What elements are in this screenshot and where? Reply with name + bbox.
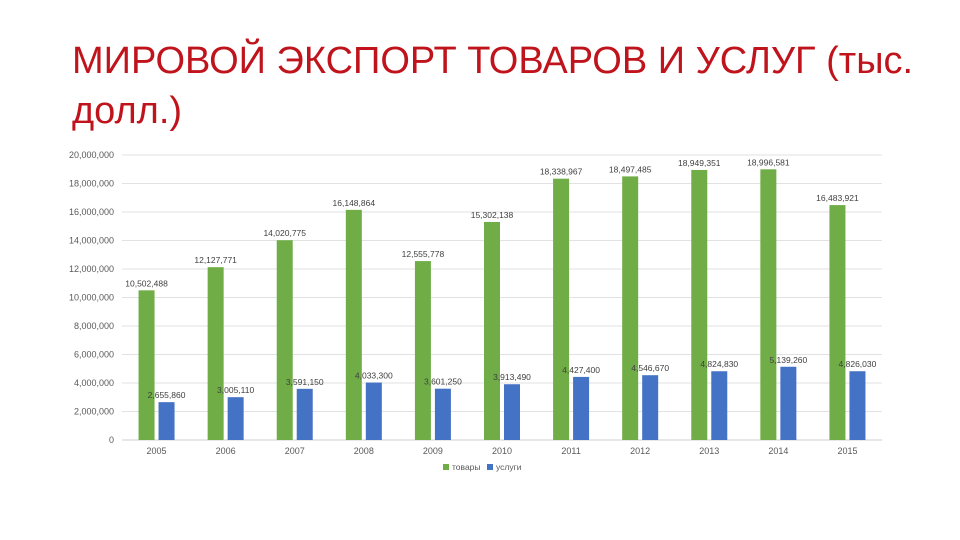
data-label-goods-2014: 18,996,581 (747, 157, 790, 167)
data-label-services-2014: 5,139,260 (769, 355, 807, 365)
bar-services-2005 (158, 402, 175, 440)
y-tick-label: 20,000,000 (69, 150, 114, 160)
bar-goods-2005 (138, 290, 155, 440)
y-tick-label: 10,000,000 (69, 293, 114, 303)
x-tick-label: 2014 (768, 446, 788, 456)
data-label-goods-2013: 18,949,351 (678, 158, 721, 168)
legend-label-services: услуги (496, 462, 522, 472)
x-tick-label: 2006 (216, 446, 236, 456)
bar-services-2012 (642, 375, 659, 440)
data-label-services-2008: 4,033,300 (355, 371, 393, 381)
data-labels: 10,502,488 2,655,860 12,127,771 3,005,110 14… (125, 157, 876, 400)
data-label-services-2005: 2,655,860 (148, 390, 186, 400)
y-tick-label: 6,000,000 (74, 350, 114, 360)
x-axis-tick-labels: 2005 2006 2007 2008 2009 2010 2011 2012 2013 2014… (147, 446, 858, 456)
bar-services-2006 (227, 397, 244, 440)
bar-services-2011 (573, 376, 590, 440)
bar-goods-2008 (345, 209, 362, 440)
bar-goods-2009 (414, 261, 431, 440)
bar-services-2015 (849, 371, 866, 440)
data-label-services-2010: 3,913,490 (493, 372, 531, 382)
bar-goods-2006 (207, 267, 224, 440)
y-tick-label: 12,000,000 (69, 264, 114, 274)
y-tick-label: 8,000,000 (74, 321, 114, 331)
x-tick-label: 2013 (699, 446, 719, 456)
bar-services-2007 (296, 388, 313, 440)
x-tick-label: 2015 (837, 446, 857, 456)
bars (138, 169, 866, 441)
data-label-goods-2007: 14,020,775 (263, 228, 306, 238)
data-label-services-2009: 3,601,250 (424, 377, 462, 387)
legend: товары услуги (443, 462, 522, 472)
y-tick-label: 14,000,000 (69, 236, 114, 246)
y-axis-tick-labels: 0 2,000,000 4,000,000 6,000,000 8,000,000 10,… (69, 150, 114, 445)
data-label-services-2007: 3,591,150 (286, 377, 324, 387)
bar-goods-2007 (276, 240, 293, 440)
data-label-services-2013: 4,824,830 (700, 359, 738, 369)
bar-goods-2015 (829, 205, 846, 440)
data-label-goods-2008: 16,148,864 (333, 198, 376, 208)
x-tick-label: 2007 (285, 446, 305, 456)
data-label-goods-2010: 15,302,138 (471, 210, 514, 220)
data-label-services-2012: 4,546,670 (631, 363, 669, 373)
legend-swatch-goods (443, 464, 449, 470)
data-label-goods-2006: 12,127,771 (194, 255, 237, 265)
x-tick-label: 2009 (423, 446, 443, 456)
bar-services-2013 (711, 371, 728, 440)
legend-label-goods: товары (452, 462, 481, 472)
bar-services-2008 (365, 382, 382, 440)
bar-goods-2012 (622, 176, 639, 441)
bar-goods-2010 (484, 221, 500, 440)
data-label-goods-2015: 16,483,921 (816, 193, 859, 203)
data-label-services-2006: 3,005,110 (217, 385, 254, 395)
y-tick-label: 16,000,000 (69, 207, 114, 217)
y-tick-label: 18,000,000 (69, 179, 114, 189)
legend-swatch-services (487, 464, 493, 470)
x-tick-label: 2012 (630, 446, 650, 456)
x-tick-label: 2008 (354, 446, 374, 456)
bar-goods-2011 (553, 178, 570, 440)
x-tick-label: 2005 (147, 446, 167, 456)
y-tick-label: 2,000,000 (74, 407, 114, 417)
data-label-services-2015: 4,826,030 (839, 359, 877, 369)
bar-services-2009 (434, 388, 451, 440)
data-label-goods-2011: 18,338,967 (540, 167, 583, 177)
y-tick-label: 4,000,000 (74, 378, 114, 388)
slide-title: МИРОВОЙ ЭКСПОРТ ТОВАРОВ И УСЛУГ (тыс. до… (72, 40, 914, 132)
data-label-goods-2012: 18,497,485 (609, 164, 652, 174)
bar-goods-2013 (691, 169, 708, 440)
x-tick-label: 2011 (561, 446, 580, 456)
data-label-services-2011: 4,427,400 (562, 365, 600, 375)
data-label-goods-2009: 12,555,778 (402, 249, 445, 259)
gridlines (122, 154, 882, 441)
bar-services-2014 (780, 366, 797, 440)
data-label-goods-2005: 10,502,488 (125, 278, 168, 288)
x-tick-label: 2010 (492, 446, 512, 456)
bar-services-2010 (504, 384, 520, 440)
y-tick-label: 0 (109, 435, 114, 445)
bar-goods-2014 (760, 169, 777, 441)
